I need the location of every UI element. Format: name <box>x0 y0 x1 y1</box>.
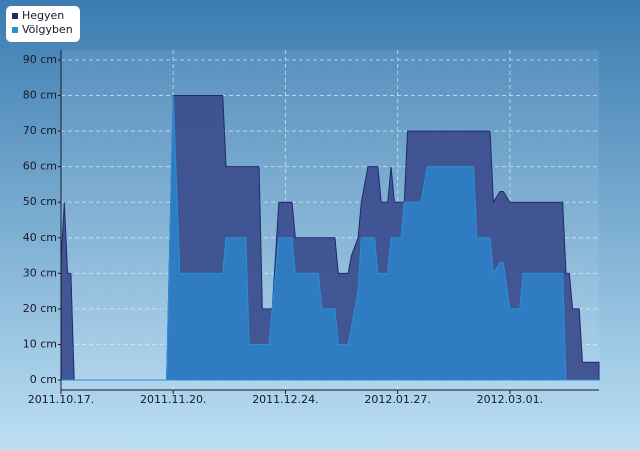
y-tick-label: 50 cm <box>23 195 57 208</box>
x-tick-label: 2011.11.20. <box>140 393 206 406</box>
y-tick-label: 70 cm <box>23 124 57 137</box>
y-tick-label: 60 cm <box>23 160 57 173</box>
y-tick-label: 30 cm <box>23 266 57 279</box>
y-tick-label: 40 cm <box>23 231 57 244</box>
y-tick-label: 80 cm <box>23 89 57 102</box>
legend-box <box>6 6 80 42</box>
legend-label: Hegyen <box>22 9 64 22</box>
x-tick-label: 2012.03.01. <box>477 393 543 406</box>
legend-label: Völgyben <box>22 23 73 36</box>
y-tick-label: 90 cm <box>23 53 57 66</box>
legend-swatch <box>12 13 18 19</box>
area <box>61 95 599 381</box>
x-tick-label: 2011.10.17. <box>28 393 94 406</box>
y-tick-label: 10 cm <box>23 337 57 350</box>
legend-swatch <box>12 27 18 33</box>
x-tick-label: 2012.01.27. <box>364 393 430 406</box>
x-tick-label: 2011.12.24. <box>252 393 318 406</box>
y-tick-label: 0 cm <box>30 373 57 386</box>
y-tick-label: 20 cm <box>23 302 57 315</box>
